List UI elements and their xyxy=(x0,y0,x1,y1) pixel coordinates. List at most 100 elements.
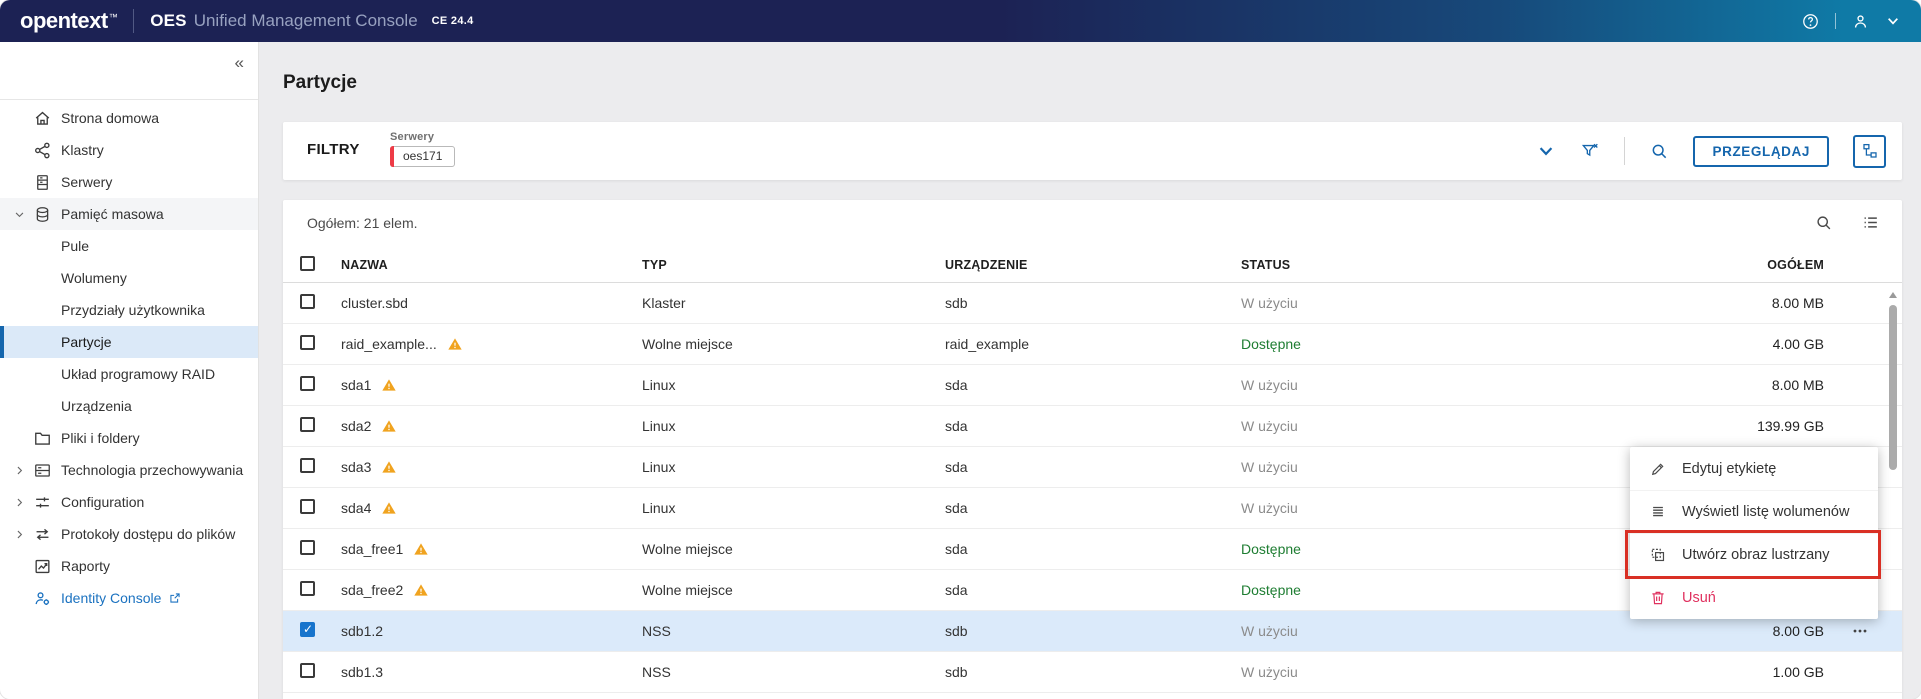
warning-icon xyxy=(447,336,463,352)
page-title: Partycje xyxy=(283,72,357,93)
warning-icon xyxy=(393,664,409,680)
row-actions-icon[interactable] xyxy=(1850,293,1870,313)
chevron-icon[interactable] xyxy=(12,335,27,350)
help-icon[interactable] xyxy=(1801,12,1820,31)
row-checkbox[interactable] xyxy=(300,499,315,514)
collapse-filters-icon[interactable] xyxy=(1536,141,1556,161)
sidebar-item[interactable]: Raporty xyxy=(0,550,258,582)
table-row[interactable]: sda1 Linux sda W użyciu 8.00 MB xyxy=(283,365,1902,406)
sidebar-item[interactable]: Pamięć masowa xyxy=(0,198,258,230)
sidebar-item[interactable]: Technologia przechowywania xyxy=(0,454,258,486)
row-checkbox[interactable] xyxy=(300,294,315,309)
partition-device: sdb xyxy=(945,664,968,680)
row-checkbox[interactable] xyxy=(300,376,315,391)
chevron-icon[interactable] xyxy=(12,463,27,478)
sidebar-item[interactable]: Klastry xyxy=(0,134,258,166)
sidebar-item[interactable]: Strona domowa xyxy=(0,102,258,134)
search-icon[interactable] xyxy=(1649,141,1669,161)
row-checkbox[interactable] xyxy=(300,335,315,350)
table-row[interactable]: raid_example... Wolne miejsce raid_examp… xyxy=(283,324,1902,365)
table-row[interactable]: cluster.sbd Klaster sdb W użyciu 8.00 MB xyxy=(283,283,1902,324)
sidebar-item[interactable]: Pliki i foldery xyxy=(0,422,258,454)
caret-down-icon[interactable] xyxy=(1885,13,1901,29)
context-menu-item[interactable]: Usuń xyxy=(1630,576,1878,619)
chevron-icon[interactable] xyxy=(12,271,27,286)
row-checkbox[interactable] xyxy=(300,622,315,637)
sidebar-item[interactable]: Pule xyxy=(0,230,258,262)
sidebar-item[interactable]: Partycje xyxy=(0,326,258,358)
chevron-icon[interactable] xyxy=(12,527,27,542)
partition-device: sda xyxy=(945,541,968,557)
sidebar-item[interactable]: Serwery xyxy=(0,166,258,198)
context-menu-item[interactable]: Edytuj etykietę xyxy=(1630,447,1878,490)
context-menu-item[interactable]: Utwórz obraz lustrzany xyxy=(1630,533,1878,576)
chevron-icon[interactable] xyxy=(12,495,27,510)
chevron-icon[interactable] xyxy=(12,303,27,318)
sidebar-collapse-button[interactable]: « xyxy=(234,53,244,72)
row-actions-icon[interactable] xyxy=(1850,334,1870,354)
external-link-icon xyxy=(151,495,165,509)
row-checkbox[interactable] xyxy=(300,458,315,473)
row-checkbox[interactable] xyxy=(300,581,315,596)
row-actions-icon[interactable] xyxy=(1850,416,1870,436)
table-body: cluster.sbd Klaster sdb W użyciu 8.00 MB… xyxy=(283,283,1902,693)
filter-chip-oes171[interactable]: oes171 xyxy=(390,146,456,167)
sidebar-item[interactable]: Wolumeny xyxy=(0,262,258,294)
chevron-icon[interactable] xyxy=(12,559,27,574)
partition-total: 1.00 GB xyxy=(1772,664,1824,680)
row-checkbox[interactable] xyxy=(300,540,315,555)
table-row[interactable]: sda_free2 Wolne miejsce sda Dostępne xyxy=(283,570,1902,611)
partition-name: sda1 xyxy=(341,377,372,393)
chevron-icon[interactable] xyxy=(12,591,27,606)
sidebar-item[interactable]: Przydziały użytkownika xyxy=(0,294,258,326)
chevron-icon[interactable] xyxy=(12,399,27,414)
scrollbar-thumb[interactable] xyxy=(1889,305,1897,470)
sidebar-item-label: Raporty xyxy=(61,558,111,574)
external-link-icon xyxy=(139,399,153,413)
row-actions-icon[interactable] xyxy=(1850,662,1870,682)
sidebar-item[interactable]: Układ programowy RAID xyxy=(0,358,258,390)
table-search-icon[interactable] xyxy=(1814,213,1833,232)
chevron-icon[interactable] xyxy=(12,111,27,126)
sidebar-item-label: Protokoły dostępu do plików xyxy=(61,526,236,542)
row-checkbox[interactable] xyxy=(300,417,315,432)
chevron-icon[interactable] xyxy=(12,175,27,190)
tree-view-button[interactable] xyxy=(1853,134,1886,168)
table-row[interactable]: sda3 Linux sda W użyciu xyxy=(283,447,1902,488)
context-menu-item[interactable]: Wyświetl listę wolumenów xyxy=(1630,490,1878,533)
browse-button[interactable]: PRZEGLĄDAJ xyxy=(1693,135,1829,167)
chevron-icon[interactable] xyxy=(12,207,27,222)
sidebar-item-label: Strona domowa xyxy=(61,110,160,126)
sidebar-item[interactable]: Protokoły dostępu do plików xyxy=(0,518,258,550)
column-header: OGÓŁEM xyxy=(1767,258,1824,272)
external-link-icon xyxy=(250,463,258,477)
clear-filter-icon[interactable] xyxy=(1580,141,1600,161)
column-header: STATUS xyxy=(1241,258,1291,272)
table-row[interactable]: sda4 Linux sda W użyciu xyxy=(283,488,1902,529)
row-checkbox[interactable] xyxy=(300,663,315,678)
table-row[interactable]: sda_free1 Wolne miejsce sda Dostępne xyxy=(283,529,1902,570)
table-scrollbar[interactable] xyxy=(1889,292,1897,693)
table-row[interactable]: sdb1.3 NSS sdb W użyciu 1.00 GB xyxy=(283,652,1902,693)
scroll-up-arrow[interactable] xyxy=(1889,292,1897,298)
partition-total: 8.00 MB xyxy=(1771,295,1824,311)
header-icons-divider xyxy=(1835,13,1836,29)
table-row[interactable]: sda2 Linux sda W użyciu 139.99 GB xyxy=(283,406,1902,447)
sidebar-item[interactable]: Configuration xyxy=(0,486,258,518)
user-icon[interactable] xyxy=(1851,12,1870,31)
sidebar-item[interactable]: Identity Console xyxy=(0,582,258,614)
row-actions-icon[interactable] xyxy=(1850,375,1870,395)
sidebar-item-label: Urządzenia xyxy=(61,398,132,414)
sidebar-item[interactable]: Urządzenia xyxy=(0,390,258,422)
row-actions-icon[interactable] xyxy=(1850,621,1870,641)
partition-device: sda xyxy=(945,377,968,393)
external-link-icon xyxy=(242,527,256,541)
chevron-icon[interactable] xyxy=(12,239,27,254)
partition-status: W użyciu xyxy=(1241,623,1298,639)
select-all-checkbox[interactable] xyxy=(300,256,315,271)
chevron-icon[interactable] xyxy=(12,143,27,158)
chevron-icon[interactable] xyxy=(12,431,27,446)
list-view-icon[interactable] xyxy=(1861,213,1880,232)
chevron-icon[interactable] xyxy=(12,367,27,382)
sidebar-item-label: Configuration xyxy=(61,494,145,510)
